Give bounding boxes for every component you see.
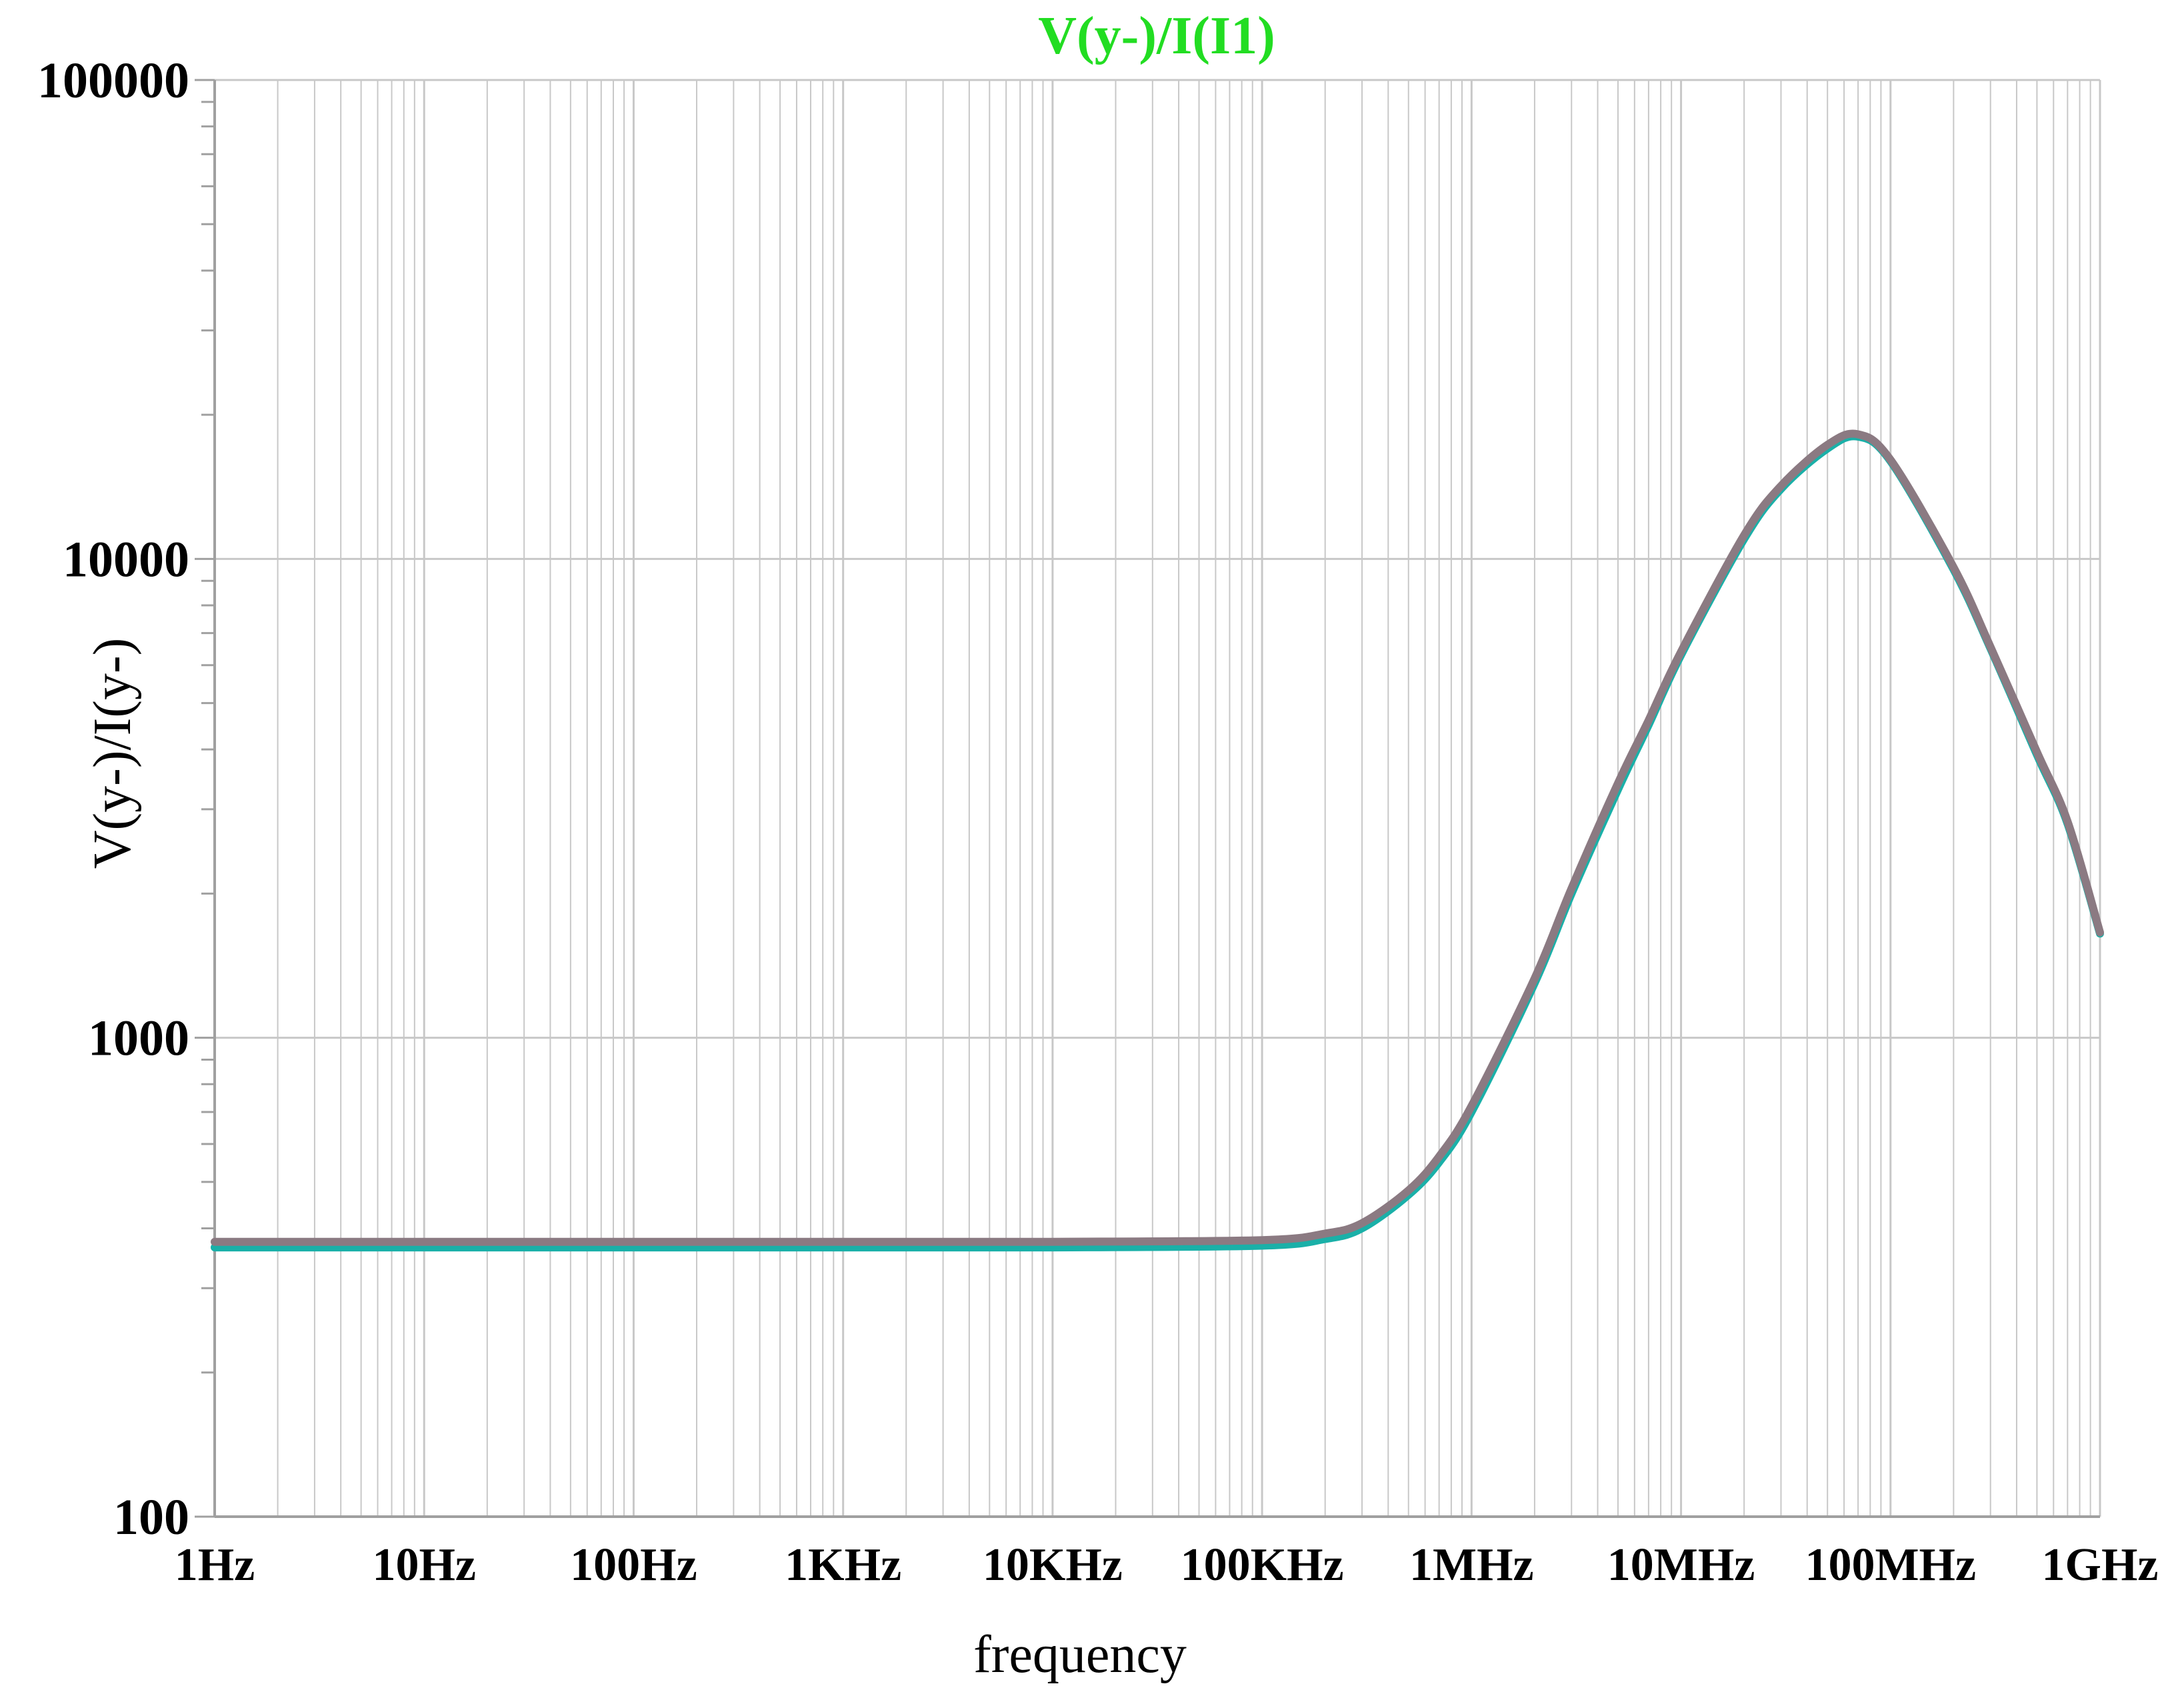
y-tick-labels: 100 1000 10000 100000: [37, 53, 189, 1545]
x-tick-label: 10MHz: [1607, 1539, 1755, 1591]
x-tick-labels: 1Hz 10Hz 100Hz 1KHz 10KHz 100KHz 1MHz 10MHz 100M…: [175, 1539, 2159, 1591]
y-tick-label: 100000: [37, 53, 189, 109]
y-tick-label: 10000: [63, 531, 189, 587]
y-axis-label: V(y-)/I(y-): [83, 638, 142, 869]
x-tick-label: 1Hz: [175, 1539, 255, 1591]
y-tick-label: 1000: [88, 1011, 189, 1067]
y-tick-label: 100: [113, 1489, 189, 1545]
chart-title: V(y-)/I(I1): [1038, 7, 1275, 65]
x-tick-label: 100KHz: [1181, 1539, 1344, 1591]
x-axis-label: frequency: [973, 1625, 1187, 1684]
series-line-2: [211, 429, 2104, 1246]
series-group: [211, 429, 2104, 1252]
x-tick-label: 10Hz: [372, 1539, 476, 1591]
x-tick-label: 10KHz: [983, 1539, 1123, 1591]
axes: [195, 79, 2100, 1518]
x-tick-label: 100Hz: [570, 1539, 697, 1591]
x-tick-label: 100MHz: [1805, 1539, 1976, 1591]
x-tick-label: 1KHz: [785, 1539, 901, 1591]
grid: [213, 79, 2101, 1518]
x-tick-label: 1GHz: [2042, 1539, 2159, 1591]
x-tick-label: 1MHz: [1409, 1539, 1534, 1591]
